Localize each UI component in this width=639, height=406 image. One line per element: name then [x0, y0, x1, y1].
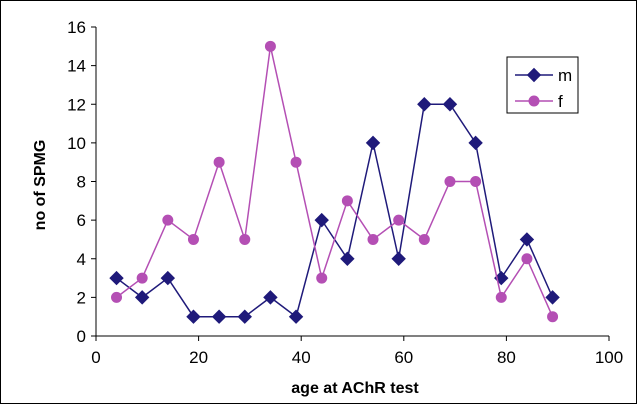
x-tick-label: 20 — [189, 348, 208, 367]
data-point-m — [263, 290, 278, 305]
data-point-m — [314, 212, 329, 228]
x-tick-label: 60 — [394, 348, 413, 367]
data-point-m — [365, 135, 381, 151]
data-point-f — [290, 156, 302, 168]
data-point-m — [160, 270, 176, 286]
y-tick-label: 4 — [77, 250, 86, 269]
y-tick-label: 16 — [67, 18, 86, 37]
data-point-m — [186, 309, 201, 324]
legend-box — [506, 56, 579, 114]
y-tick-label: 12 — [67, 95, 86, 114]
x-axis-title: age at AChR test — [291, 380, 419, 397]
series-layer — [109, 40, 560, 324]
data-point-f — [470, 176, 482, 187]
data-point-m — [109, 270, 124, 286]
legend: mf — [506, 56, 579, 114]
legend-item-m: m — [515, 66, 572, 85]
data-point-m — [237, 309, 252, 324]
series-f — [111, 40, 559, 323]
data-point-f — [495, 291, 507, 303]
legend-items: mf — [515, 66, 572, 111]
data-point-f — [264, 40, 276, 52]
data-point-m — [340, 251, 355, 266]
data-point-m — [442, 97, 458, 112]
data-point-f — [393, 214, 405, 226]
data-point-m — [134, 290, 150, 305]
data-point-f — [162, 214, 174, 226]
x-axis-ticks: 0 20 40 60 80 100 — [91, 336, 623, 367]
legend-label: f — [558, 92, 563, 111]
legend-item-f: f — [515, 92, 563, 111]
data-point-f — [111, 291, 123, 303]
legend-label: m — [558, 66, 572, 85]
x-tick-label: 100 — [595, 348, 623, 367]
x-tick-label: 80 — [497, 348, 516, 367]
y-axis-title: no of SPMG — [32, 140, 49, 231]
y-tick-label: 2 — [77, 288, 86, 307]
y-tick-label: 10 — [67, 134, 86, 153]
data-point-f — [341, 195, 353, 207]
legend-marker — [528, 95, 540, 107]
data-point-f — [213, 156, 225, 168]
y-tick-label: 6 — [77, 211, 86, 230]
data-point-m — [519, 232, 535, 247]
data-point-f — [367, 233, 379, 245]
data-point-m — [417, 97, 432, 112]
data-point-f — [418, 233, 430, 245]
data-point-m — [391, 251, 406, 266]
y-tick-label: 0 — [77, 327, 86, 346]
data-point-f — [187, 233, 199, 245]
data-point-m — [545, 290, 560, 305]
data-point-f — [547, 311, 559, 323]
legend-marker — [526, 67, 542, 83]
data-point-f — [444, 176, 456, 187]
y-tick-label: 14 — [67, 57, 86, 76]
data-point-f — [136, 272, 148, 284]
series-line-m — [116, 103, 554, 318]
series-m — [109, 97, 560, 324]
data-point-f — [239, 233, 251, 245]
y-tick-label: 8 — [77, 173, 86, 192]
series-line-f — [116, 46, 554, 317]
data-point-f — [521, 253, 533, 265]
x-tick-label: 40 — [292, 348, 311, 367]
x-tick-label: 0 — [91, 348, 100, 367]
data-point-m — [288, 309, 304, 324]
data-point-m — [211, 309, 227, 324]
data-point-f — [316, 272, 328, 284]
y-axis-ticks: 0 2 4 6 8 10 12 14 16 — [67, 18, 96, 346]
data-point-m — [468, 135, 483, 151]
